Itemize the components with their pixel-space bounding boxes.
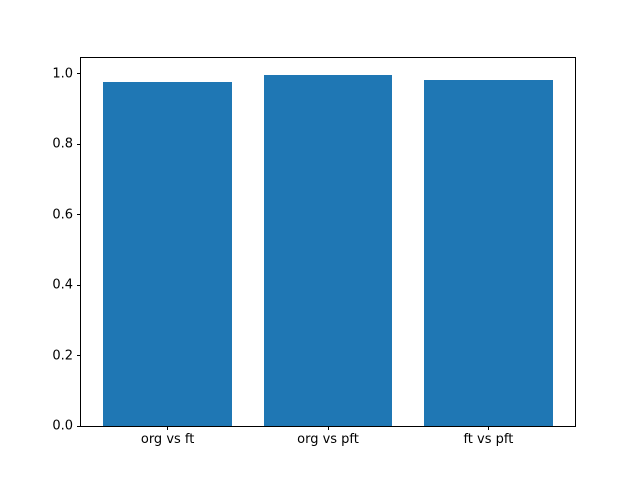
y-tick-mark	[77, 73, 81, 74]
x-tick-label: ft vs pft	[463, 432, 514, 447]
y-tick-label: 0.0	[52, 418, 73, 434]
x-tick-mark	[487, 426, 489, 430]
bar-ft-vs-pft	[424, 80, 553, 426]
y-tick-mark	[77, 284, 81, 286]
bar-org-vs-pft	[263, 75, 393, 426]
x-tick-mark	[327, 426, 329, 430]
y-tick-label: 0.4	[52, 277, 73, 293]
plot-area: org vs ft org vs pft ft vs pft 0.0 0.2 0.4 0.6…	[52, 57, 576, 446]
y-tick-label: 0.2	[52, 348, 73, 363]
x-tick-mark	[167, 426, 169, 430]
y-tick-label: 1.0	[52, 66, 73, 81]
y-tick-mark	[77, 425, 81, 427]
y-tick-mark	[77, 355, 81, 356]
y-tick-mark	[77, 214, 81, 215]
y-tick-mark	[77, 143, 81, 145]
bar-org-vs-ft	[103, 82, 232, 426]
x-tick-label: org vs pft	[297, 432, 359, 447]
y-tick-label: 0.6	[52, 207, 73, 222]
x-tick-label: org vs ft	[140, 432, 195, 447]
y-tick-label: 0.8	[52, 136, 73, 152]
